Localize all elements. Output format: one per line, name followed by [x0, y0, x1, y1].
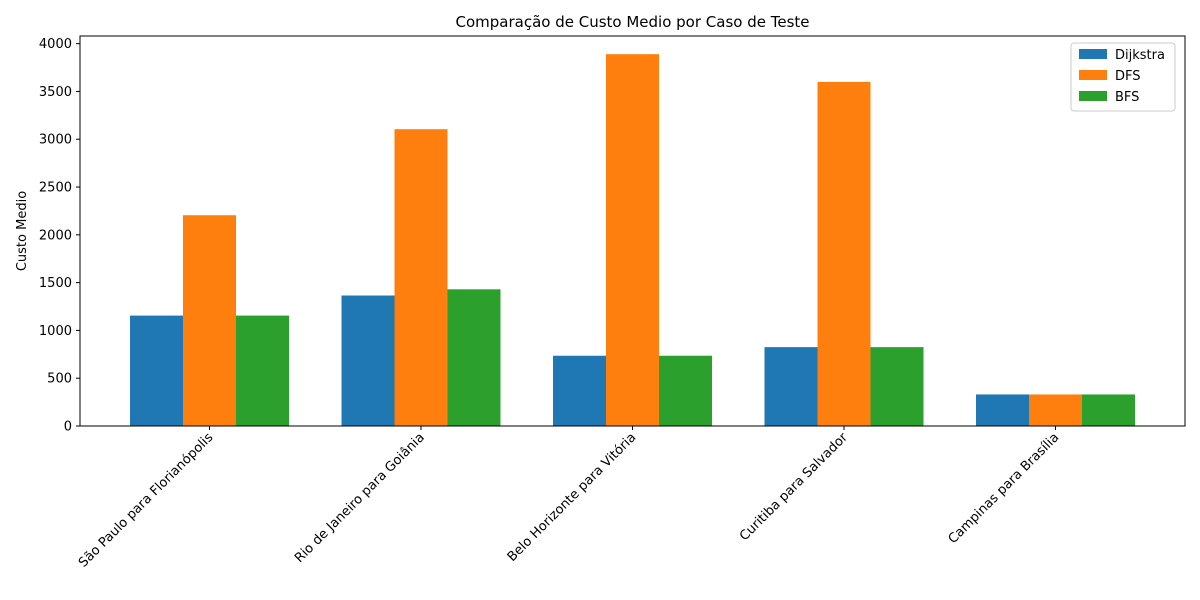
bar-bfs-2 [659, 355, 712, 426]
y-tick-label: 3500 [39, 85, 72, 100]
y-tick-label: 4000 [39, 37, 72, 52]
legend-swatch-dijkstra [1079, 49, 1107, 59]
y-tick-label: 3000 [39, 133, 72, 148]
legend-label-dfs: DFS [1115, 69, 1141, 84]
y-tick-label: 500 [47, 372, 72, 387]
y-tick-label: 2500 [39, 181, 72, 196]
y-tick-label: 1000 [39, 324, 72, 339]
legend-label-dijkstra: Dijkstra [1115, 48, 1165, 63]
y-tick-label: 2000 [39, 228, 72, 243]
bar-dfs-3 [817, 81, 871, 426]
x-tick-label: Rio de Janeiro para Goiânia [292, 430, 428, 566]
bar-bfs-0 [236, 315, 289, 426]
bar-bfs-4 [1082, 394, 1135, 426]
bar-dfs-1 [394, 129, 448, 426]
bar-dijkstra-2 [553, 355, 606, 426]
bar-dfs-4 [1029, 394, 1082, 426]
x-tick-label: Belo Horizonte para Vitória [505, 430, 640, 565]
plot-area: 0 500 1000 1500 2000 2500 3000 3500 4000 São Paul… [39, 35, 1186, 571]
bar-dijkstra-4 [976, 394, 1029, 426]
x-tick-label: Campinas para Brasília [946, 430, 1063, 547]
bar-bfs-3 [870, 347, 924, 426]
x-tick-label: São Paulo para Florianópolis [76, 430, 217, 571]
bar-dfs-0 [183, 215, 236, 426]
bar-dijkstra-0 [130, 315, 183, 426]
chart-title: Comparação de Custo Medio por Caso de Te… [455, 13, 809, 31]
bar-dfs-2 [606, 54, 659, 426]
y-tick-label: 0 [64, 420, 72, 435]
legend-swatch-dfs [1079, 70, 1107, 80]
y-axis-label: Custo Medio [15, 191, 30, 271]
legend: Dijkstra DFS BFS [1070, 42, 1176, 112]
bar-bfs-1 [447, 289, 501, 426]
x-tick-label: Curitiba para Salvador [737, 430, 851, 544]
bar-dijkstra-1 [341, 295, 395, 426]
legend-label-bfs: BFS [1115, 90, 1139, 105]
y-tick-label: 1500 [39, 276, 72, 291]
legend-swatch-bfs [1079, 91, 1107, 101]
bar-dijkstra-3 [764, 347, 818, 426]
